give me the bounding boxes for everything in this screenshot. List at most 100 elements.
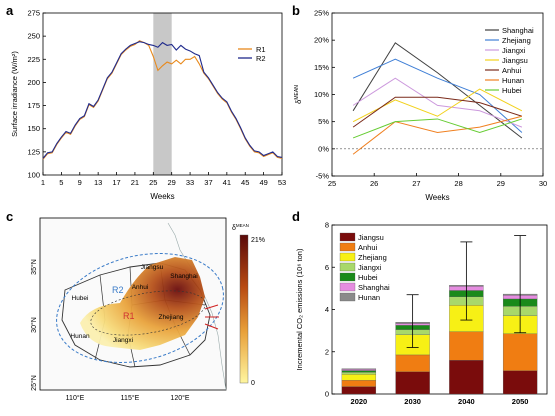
- y-tick-label: -5%: [316, 172, 330, 181]
- bar-segment-jiangsu: [449, 360, 484, 395]
- legend-label: Hubei: [358, 273, 378, 282]
- y-axis-label: Surface irradiance (W/m²): [10, 51, 19, 137]
- x-tick-label: 2020: [351, 397, 368, 406]
- y-tick-label: 4: [325, 305, 329, 314]
- plot-frame: [42, 12, 283, 176]
- x-tick-label: 29: [168, 178, 176, 187]
- x-tick-label: 9: [78, 178, 82, 187]
- x-tick-label: 37: [204, 178, 212, 187]
- bar-segment-anhui: [341, 380, 377, 387]
- y-tick-label: 200: [27, 78, 40, 87]
- province-label-jiangxi: Jiangxi: [113, 337, 133, 344]
- series-line-jiangxi: [352, 77, 523, 128]
- legend-swatch: [339, 242, 356, 252]
- x-tick-label: 25: [328, 179, 336, 188]
- legend-label: R2: [256, 54, 266, 63]
- legend-label: Jiangsu: [502, 56, 528, 65]
- series-line-hubei: [352, 118, 523, 139]
- colorbar-title: δMEAN: [232, 223, 249, 232]
- legend-label: Anhui: [502, 66, 522, 75]
- y-tick-label: 6: [325, 263, 329, 272]
- y-tick-label: 0: [325, 390, 329, 399]
- x-tick-label: 115°E: [121, 394, 140, 402]
- colorbar-bottom-label: 0: [251, 380, 255, 387]
- region-r2-boundary: [56, 253, 224, 363]
- colorbar: [239, 234, 249, 384]
- y-tick-label: 30°N: [30, 317, 38, 333]
- y-tick-label: 25°N: [30, 375, 38, 391]
- legend-label: Anhui: [358, 243, 378, 252]
- legend-swatch: [339, 272, 356, 282]
- series-line-r2: [42, 41, 283, 159]
- irradiance-chart: 1 5 9 13 17 21 25 29 33 37 41 45 49 53 100 125 150 175 200…: [10, 9, 286, 202]
- y-tick-label: 0%: [318, 144, 329, 153]
- shaded-period: [153, 13, 172, 175]
- panel-label-d: d: [292, 209, 300, 224]
- x-tick-label: 26: [370, 179, 378, 188]
- x-tick-label: 17: [112, 178, 120, 187]
- y-tick-label: 125: [27, 147, 40, 156]
- region-label-r1: R1: [123, 311, 135, 321]
- province-label-hubei: Hubei: [72, 295, 89, 302]
- x-tick-label: 28: [454, 179, 462, 188]
- y-axis-label: Incremental CO₂ emissions (10⁶ ton): [295, 248, 304, 370]
- bar-segment-zhejiang: [341, 374, 377, 381]
- y-tick-label: 5%: [318, 117, 329, 126]
- x-tick-label: 33: [186, 178, 194, 187]
- x-tick-label: 2030: [404, 397, 421, 406]
- legend-swatch: [339, 292, 356, 302]
- x-tick-label: 2040: [458, 397, 475, 406]
- x-tick-label: 2050: [512, 397, 529, 406]
- legend-label: Jiangxi: [502, 46, 526, 55]
- panel-label-a: a: [6, 3, 14, 18]
- bar-segment-jiangsu: [395, 371, 430, 395]
- x-tick-label: 53: [278, 178, 286, 187]
- y-tick-label: 175: [27, 101, 40, 110]
- y-tick-label: 250: [27, 32, 40, 41]
- province-label-hunan: Hunan: [70, 333, 90, 340]
- bar-segment-shanghai: [341, 369, 377, 371]
- y-tick-label: 35°N: [30, 259, 38, 275]
- y-tick-label: 150: [27, 124, 40, 133]
- heat-field: [80, 257, 205, 350]
- x-axis-label: Weeks: [425, 193, 449, 202]
- panel-label-c: c: [6, 209, 14, 224]
- bar-segment-jiangxi: [341, 372, 377, 375]
- legend-swatch: [339, 252, 356, 262]
- bar-segment-hubei: [341, 370, 377, 373]
- legend-label: Hunan: [358, 293, 380, 302]
- emissions-chart: 0 2 4 6 8 Incremental CO₂ emissions (10⁶ ton)…: [295, 221, 548, 406]
- x-tick-label: 21: [131, 178, 139, 187]
- legend-label: Zhejiang: [358, 253, 387, 262]
- bar-segment-anhui: [449, 331, 484, 361]
- x-tick-label: 25: [149, 178, 157, 187]
- colorbar-top-label: 21%: [251, 237, 265, 244]
- legend-label: Jiangxi: [358, 263, 382, 272]
- region-r1-boundary: [90, 290, 206, 336]
- province-label-shanghai: Shanghai: [170, 273, 197, 280]
- province-label-anhui: Anhui: [132, 284, 149, 291]
- legend-label: Jiangsu: [358, 233, 384, 242]
- province-label-zhejiang: Zhejiang: [159, 314, 184, 321]
- x-axis-label: Weeks: [150, 192, 174, 201]
- bar-segment-jiangsu: [341, 386, 377, 395]
- y-tick-label: 225: [27, 55, 40, 64]
- y-axis-label: δMEAN: [294, 85, 303, 104]
- x-tick-label: 1: [41, 178, 45, 187]
- province-boundary: [61, 262, 211, 368]
- x-tick-label: 27: [412, 179, 420, 188]
- y-tick-label: 25%: [314, 9, 329, 18]
- y-tick-label: 15%: [314, 63, 329, 72]
- y-tick-label: 8: [325, 221, 329, 230]
- y-tick-label: 100: [27, 171, 40, 180]
- bar-segment-hunan: [341, 368, 377, 370]
- x-tick-label: 5: [59, 178, 63, 187]
- x-tick-label: 29: [497, 179, 505, 188]
- x-tick-label: 45: [241, 178, 249, 187]
- y-tick-label: 275: [27, 9, 40, 18]
- wind-arrows: [204, 304, 219, 330]
- legend-swatch: [339, 262, 356, 272]
- panel-label-b: b: [292, 3, 300, 18]
- y-tick-label: 2: [325, 347, 329, 356]
- x-tick-label: 13: [94, 178, 102, 187]
